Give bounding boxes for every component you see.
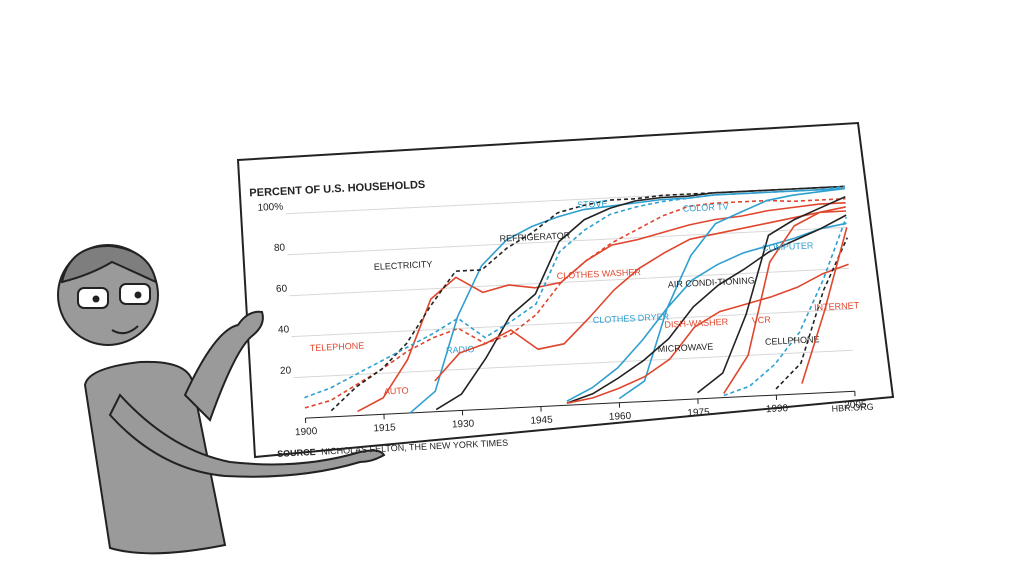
series-line [723,216,848,397]
series-line [723,206,846,394]
x-tick-label: 1975 [687,407,710,419]
grid-line [289,267,849,297]
series-line [304,185,845,399]
series-label: DISH-WASHER [664,317,729,330]
series-line [801,227,848,384]
series-line [566,222,847,402]
series-label: RADIO [446,344,475,355]
series-label: CELLPHONE [765,334,820,347]
source-label: SOURCE [277,447,316,459]
series-label: COLOR TV [683,202,729,214]
series-label: CLOTHES WASHER [556,267,641,281]
eye [92,295,100,303]
x-tick-label: 1960 [609,411,632,423]
right-arm [183,310,264,422]
x-tick-label: 1930 [452,418,475,430]
series-line [566,214,847,404]
x-tick-label: 1900 [295,426,318,438]
poster [236,121,895,459]
series-label: AUTO [384,385,409,396]
series-line [435,185,845,411]
y-tick-label: 100% [257,202,283,214]
series-line [618,187,845,400]
series-line [357,202,846,413]
series-line [775,237,849,390]
x-tick-label: 1990 [766,403,789,415]
series-line [697,195,846,394]
x-tick-label: 2005 [844,399,867,411]
credit: HBR.ORG [831,402,873,414]
x-tick-label: 1945 [530,415,553,427]
smile [111,325,139,335]
series-line [304,197,846,409]
figure [57,244,386,555]
y-tick-label: 80 [274,242,286,254]
y-tick-label: 40 [278,324,290,336]
series-label: AIR CONDI-TIONING [668,275,755,289]
series-label: VCR [751,315,771,326]
series-label: COMPUTER [762,240,814,253]
series-line [434,210,847,382]
y-tick-label: 60 [276,283,288,295]
grid-line [287,226,847,256]
x-axis [305,390,855,419]
y-tick-label: 20 [280,365,292,377]
series-line [566,263,849,404]
series-label: REFRIGERATOR [499,230,571,243]
eye [134,291,142,299]
x-tick-label: 1915 [373,422,396,434]
left-arm [108,393,386,478]
hair [60,244,158,284]
series-label: INTERNET [814,300,860,312]
series-label: ELECTRICITY [374,259,433,272]
series-label: MICROWAVE [658,341,714,354]
series-label: STOVE [577,198,608,209]
series-label: TELEPHONE [310,340,365,353]
grid-line [293,349,853,379]
series-label: CLOTHES DRYER [593,312,670,326]
